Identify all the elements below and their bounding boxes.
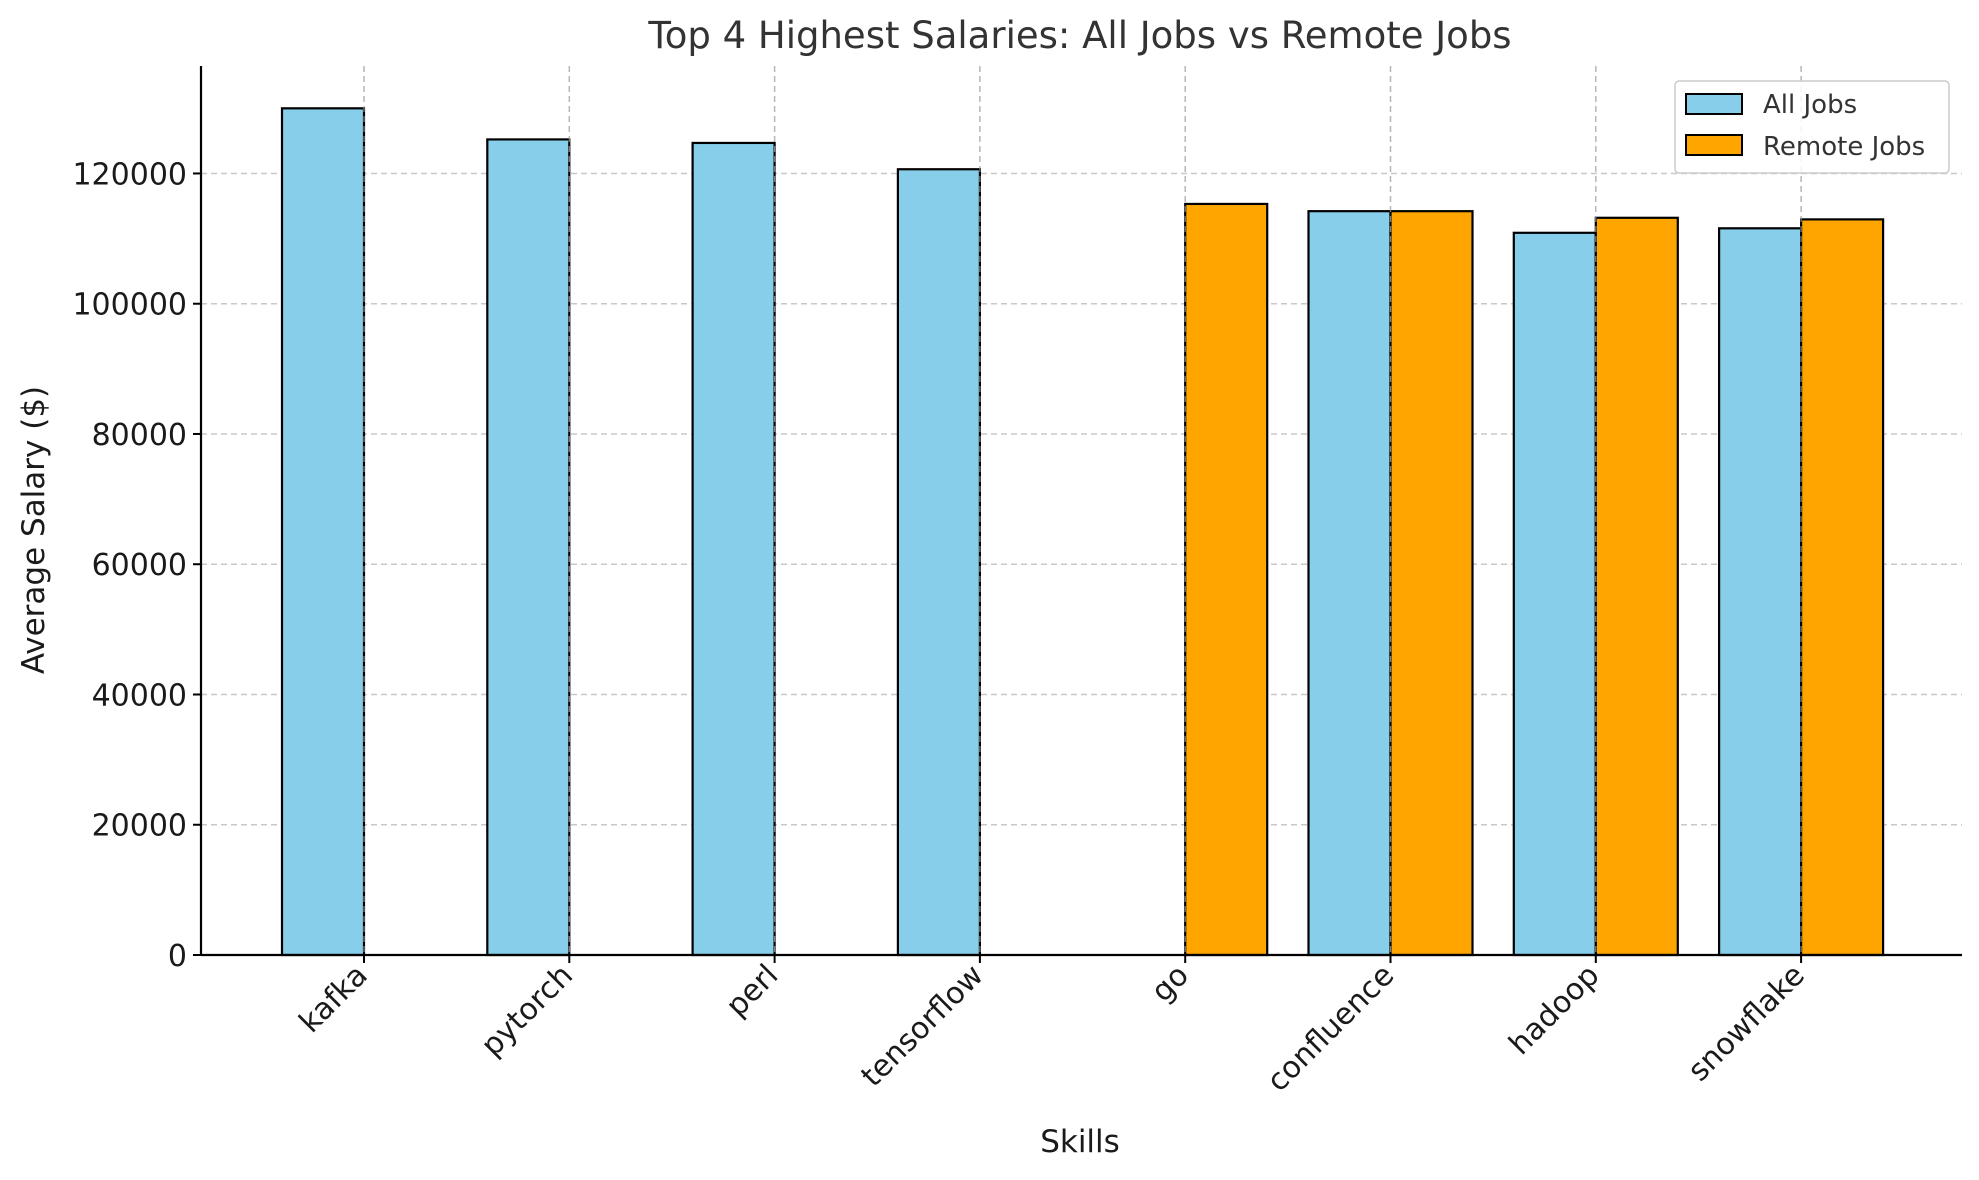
bar-all-jobs-hadoop xyxy=(1512,231,1597,957)
bar-all-jobs-tensorflow xyxy=(896,168,982,957)
y-tick-label: 80000 xyxy=(92,418,187,453)
bar-remote-jobs-snowflake xyxy=(1799,218,1885,957)
bar-all-jobs-confluence xyxy=(1307,210,1392,957)
bar-all-jobs-snowflake xyxy=(1717,227,1803,957)
y-tick-label: 0 xyxy=(168,939,187,974)
bar-remote-jobs-confluence xyxy=(1389,210,1474,957)
y-tick-label: 120000 xyxy=(72,157,187,192)
legend-frame xyxy=(1674,80,1950,174)
legend: All Jobs Remote Jobs xyxy=(1674,80,1950,174)
bar-remote-jobs-go xyxy=(1184,202,1269,957)
y-tick-label: 60000 xyxy=(92,548,187,583)
legend-swatch-all-jobs xyxy=(1685,93,1743,115)
bar-all-jobs-kafka xyxy=(280,107,366,957)
x-axis-label: Skills xyxy=(1040,1124,1120,1160)
y-axis-label: Average Salary ($) xyxy=(16,386,52,674)
axes xyxy=(193,66,1962,963)
y-tick-label: 100000 xyxy=(72,288,187,323)
legend-label-all-jobs: All Jobs xyxy=(1763,90,1857,120)
bars xyxy=(280,66,1885,957)
legend-swatch-remote-jobs xyxy=(1685,134,1743,156)
bar-remote-jobs-hadoop xyxy=(1594,216,1679,957)
bar-all-jobs-pytorch xyxy=(486,138,571,957)
bar-all-jobs-perl xyxy=(691,141,776,957)
y-tick-label: 40000 xyxy=(92,678,187,713)
legend-label-remote-jobs: Remote Jobs xyxy=(1763,132,1925,162)
y-tick-label: 20000 xyxy=(92,809,187,844)
chart-title: Top 4 Highest Salaries: All Jobs vs Remo… xyxy=(647,14,1511,57)
